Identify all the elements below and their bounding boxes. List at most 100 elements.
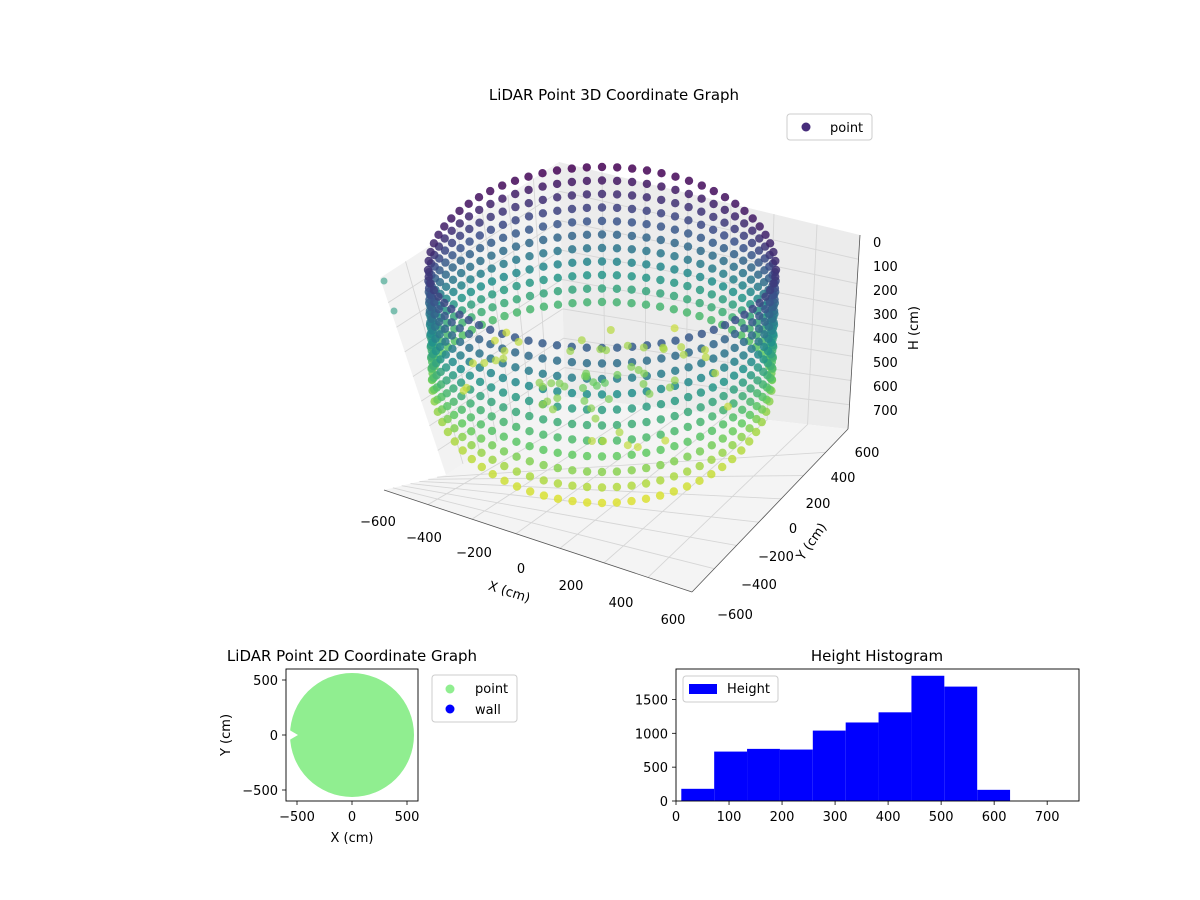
point-3d xyxy=(598,298,606,306)
point-3d xyxy=(769,248,777,256)
point-3d xyxy=(697,374,705,382)
point-3d xyxy=(583,452,591,460)
point-3d xyxy=(709,383,717,391)
x-tick-label: 400 xyxy=(876,810,901,825)
point-3d xyxy=(613,258,621,266)
point-3d xyxy=(696,273,704,281)
point-3d xyxy=(442,350,450,358)
point-3d xyxy=(512,229,520,237)
point-3d xyxy=(450,398,458,406)
point-3d xyxy=(684,216,692,224)
point-3d xyxy=(547,379,555,387)
chart-2d-x-label: X (cm) xyxy=(331,831,374,846)
point-3d xyxy=(568,178,576,186)
point-3d xyxy=(475,219,483,227)
point-3d xyxy=(499,388,507,396)
point-3d xyxy=(475,335,483,343)
point-3d xyxy=(670,252,678,260)
point-3d xyxy=(642,274,650,282)
point-3d xyxy=(598,452,606,460)
point-3d xyxy=(499,374,507,382)
point-3d xyxy=(391,308,398,315)
point-3d xyxy=(657,354,665,362)
x-tick-label: 0 xyxy=(517,562,525,577)
point-3d xyxy=(628,245,636,253)
point-3d xyxy=(553,357,561,365)
x-tick-label: 500 xyxy=(395,810,420,825)
point-3d xyxy=(498,181,506,189)
point-3d xyxy=(685,333,693,341)
point-3d xyxy=(719,295,727,303)
point-3d xyxy=(583,231,591,239)
point-3d xyxy=(488,290,496,298)
point-3d xyxy=(730,237,738,245)
legend-marker-point xyxy=(446,685,455,694)
chart-3d: LiDAR Point 3D Coordinate Graph −600 −40… xyxy=(360,86,922,628)
chart-2d-point-cloud xyxy=(290,673,414,797)
x-tick-label: 300 xyxy=(823,810,848,825)
x-tick-label: −500 xyxy=(279,810,315,825)
point-3d xyxy=(465,344,473,352)
point-3d xyxy=(613,359,621,367)
point-3d xyxy=(628,164,636,172)
point-3d xyxy=(526,457,534,465)
point-3d xyxy=(465,212,473,220)
point-3d xyxy=(721,321,729,329)
point-3d xyxy=(492,356,500,364)
point-3d xyxy=(511,203,519,211)
point-3d xyxy=(593,382,601,390)
x-tick-label: −200 xyxy=(456,546,492,561)
point-3d xyxy=(448,318,456,326)
point-3d xyxy=(697,403,705,411)
point-3d xyxy=(709,200,717,208)
point-3d xyxy=(553,341,561,349)
point-3d xyxy=(525,397,533,405)
x-tick-label: −600 xyxy=(360,515,396,530)
point-3d xyxy=(525,427,533,435)
point-3d xyxy=(457,281,465,289)
point-3d xyxy=(513,482,521,490)
point-3d xyxy=(683,308,691,316)
point-3d xyxy=(643,166,651,174)
point-3d xyxy=(656,263,664,271)
point-3d xyxy=(500,312,508,320)
point-3d xyxy=(512,453,520,461)
point-3d xyxy=(568,389,576,397)
point-3d xyxy=(381,278,388,285)
point-3d xyxy=(755,325,763,333)
point-3d xyxy=(477,420,485,428)
point-3d xyxy=(568,404,576,412)
point-3d xyxy=(553,220,561,228)
point-3d xyxy=(440,299,448,307)
point-3d xyxy=(476,257,484,265)
point-3d xyxy=(525,252,533,260)
point-3d xyxy=(539,461,547,469)
point-3d xyxy=(696,418,704,426)
point-3d xyxy=(501,347,509,355)
point-3d xyxy=(526,472,534,480)
point-3d xyxy=(696,447,704,455)
point-3d xyxy=(613,271,621,279)
point-3d xyxy=(707,316,715,324)
point-3d xyxy=(487,369,495,377)
point-3d xyxy=(605,395,613,403)
point-3d xyxy=(684,393,692,401)
point-3d xyxy=(696,433,704,441)
point-3d xyxy=(657,222,665,230)
point-3d xyxy=(697,247,705,255)
point-3d xyxy=(524,337,532,345)
histogram-bar xyxy=(846,722,879,801)
point-3d xyxy=(430,239,438,247)
histogram-title: Height Histogram xyxy=(811,647,943,665)
z-tick-label: 300 xyxy=(873,308,898,323)
point-3d xyxy=(598,203,606,211)
point-3d xyxy=(671,352,679,360)
point-3d xyxy=(487,383,495,391)
point-3d xyxy=(568,218,576,226)
point-3d xyxy=(491,337,499,345)
point-3d xyxy=(702,353,710,361)
point-3d xyxy=(466,399,474,407)
point-3d xyxy=(478,463,486,471)
point-3d xyxy=(729,288,737,296)
point-3d xyxy=(613,371,621,379)
